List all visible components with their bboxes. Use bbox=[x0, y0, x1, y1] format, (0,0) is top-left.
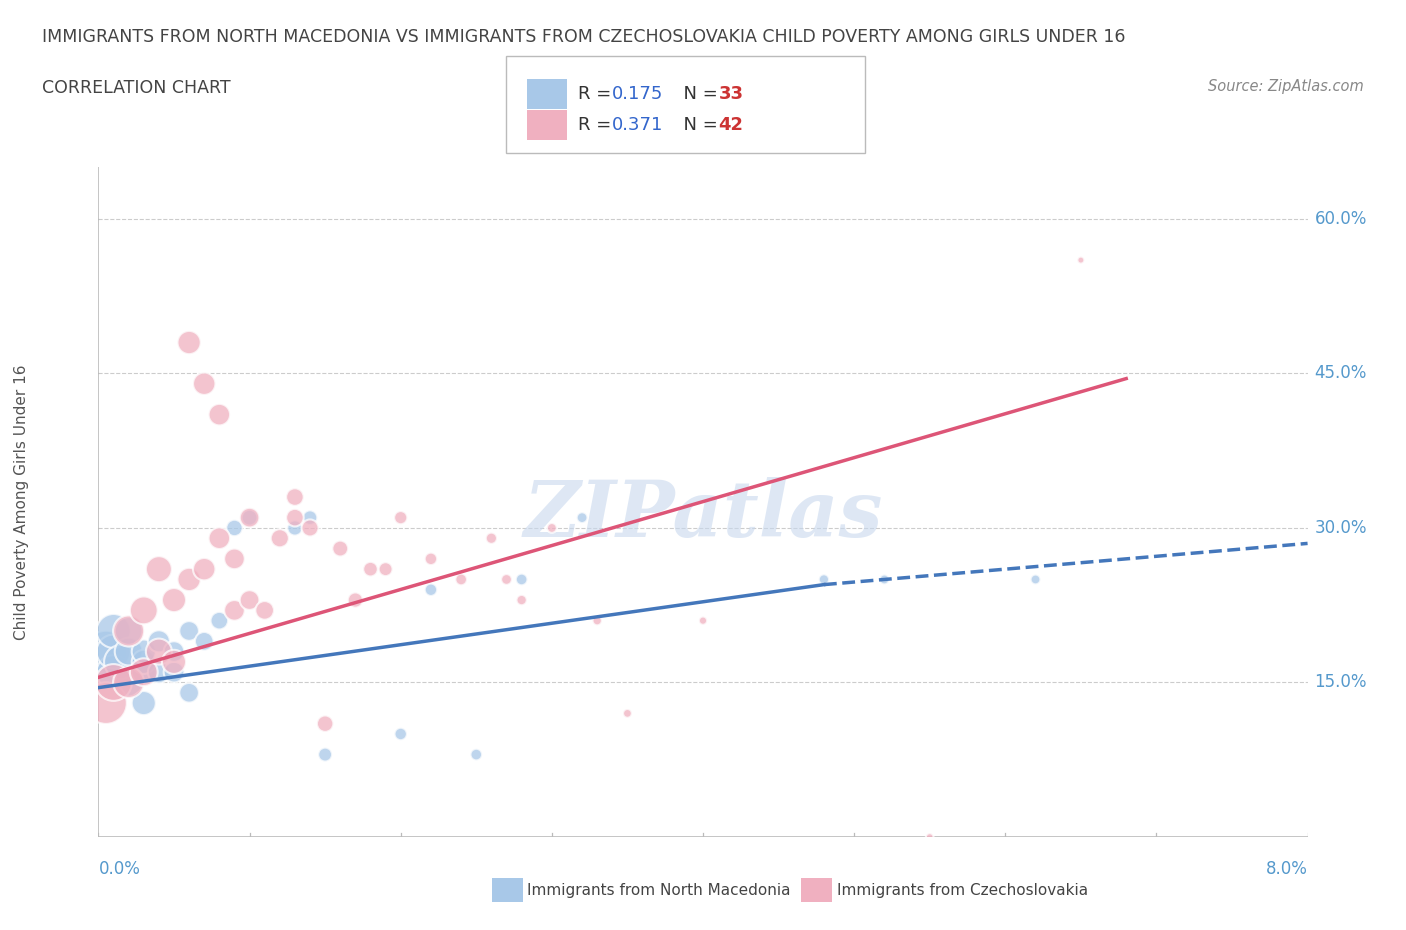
Point bbox=[344, 592, 367, 607]
Point bbox=[94, 644, 117, 659]
Point bbox=[284, 511, 307, 525]
Text: 45.0%: 45.0% bbox=[1315, 365, 1367, 382]
Point bbox=[284, 489, 307, 504]
Point bbox=[571, 511, 593, 525]
Point bbox=[284, 521, 307, 536]
Point bbox=[239, 511, 262, 525]
Point bbox=[148, 562, 170, 577]
Text: N =: N = bbox=[672, 116, 724, 134]
Point bbox=[118, 623, 141, 638]
Point bbox=[1024, 572, 1046, 587]
Point bbox=[1070, 253, 1092, 268]
Point bbox=[495, 572, 517, 587]
Point bbox=[253, 603, 276, 618]
Point bbox=[163, 665, 186, 680]
Point bbox=[118, 623, 141, 638]
Point bbox=[118, 675, 141, 690]
Text: 30.0%: 30.0% bbox=[1315, 519, 1367, 537]
Text: CORRELATION CHART: CORRELATION CHART bbox=[42, 79, 231, 97]
Point bbox=[103, 665, 125, 680]
Point bbox=[389, 511, 412, 525]
Point bbox=[208, 613, 231, 628]
Point bbox=[224, 603, 246, 618]
Text: Immigrants from Czechoslovakia: Immigrants from Czechoslovakia bbox=[837, 883, 1088, 897]
Point bbox=[299, 511, 322, 525]
Point bbox=[110, 655, 132, 670]
Text: 33: 33 bbox=[718, 85, 744, 103]
Text: 0.175: 0.175 bbox=[612, 85, 664, 103]
Point bbox=[94, 696, 117, 711]
Point bbox=[103, 623, 125, 638]
Text: 0.0%: 0.0% bbox=[98, 860, 141, 878]
Point bbox=[329, 541, 352, 556]
Point bbox=[193, 562, 215, 577]
Point bbox=[118, 675, 141, 690]
Point bbox=[179, 623, 201, 638]
Point bbox=[419, 551, 441, 566]
Point bbox=[314, 747, 336, 762]
Text: IMMIGRANTS FROM NORTH MACEDONIA VS IMMIGRANTS FROM CZECHOSLOVAKIA CHILD POVERTY : IMMIGRANTS FROM NORTH MACEDONIA VS IMMIG… bbox=[42, 28, 1126, 46]
Point bbox=[163, 655, 186, 670]
Point bbox=[918, 830, 941, 844]
Point bbox=[148, 644, 170, 659]
Text: 60.0%: 60.0% bbox=[1315, 210, 1367, 228]
Point bbox=[179, 685, 201, 700]
Point bbox=[208, 407, 231, 422]
Point bbox=[148, 634, 170, 649]
Point bbox=[132, 665, 155, 680]
Point bbox=[132, 644, 155, 659]
Text: ZIPatlas: ZIPatlas bbox=[523, 477, 883, 554]
Point bbox=[510, 592, 533, 607]
Point bbox=[299, 521, 322, 536]
Point bbox=[193, 634, 215, 649]
Point bbox=[314, 716, 336, 731]
Text: 42: 42 bbox=[718, 116, 744, 134]
Point bbox=[163, 644, 186, 659]
Point bbox=[540, 521, 562, 536]
Point bbox=[224, 521, 246, 536]
Point bbox=[118, 644, 141, 659]
Point bbox=[419, 582, 441, 597]
Point bbox=[208, 531, 231, 546]
Point bbox=[692, 613, 714, 628]
Point bbox=[103, 644, 125, 659]
Text: Source: ZipAtlas.com: Source: ZipAtlas.com bbox=[1208, 79, 1364, 94]
Point bbox=[148, 665, 170, 680]
Point bbox=[132, 655, 155, 670]
Point bbox=[239, 511, 262, 525]
Point bbox=[873, 572, 896, 587]
Text: Child Poverty Among Girls Under 16: Child Poverty Among Girls Under 16 bbox=[14, 365, 28, 640]
Point bbox=[132, 665, 155, 680]
Point bbox=[465, 747, 488, 762]
Point bbox=[193, 377, 215, 392]
Text: R =: R = bbox=[578, 85, 617, 103]
Point bbox=[132, 603, 155, 618]
Text: R =: R = bbox=[578, 116, 617, 134]
Point bbox=[813, 572, 835, 587]
Text: 0.371: 0.371 bbox=[612, 116, 664, 134]
Point bbox=[359, 562, 381, 577]
Text: Immigrants from North Macedonia: Immigrants from North Macedonia bbox=[527, 883, 790, 897]
Point bbox=[239, 592, 262, 607]
Point bbox=[179, 335, 201, 350]
Point bbox=[269, 531, 291, 546]
Point bbox=[374, 562, 396, 577]
Point bbox=[132, 696, 155, 711]
Point bbox=[103, 675, 125, 690]
Point bbox=[224, 551, 246, 566]
Point bbox=[389, 726, 412, 741]
Text: 15.0%: 15.0% bbox=[1315, 673, 1367, 692]
Point bbox=[163, 592, 186, 607]
Text: N =: N = bbox=[672, 85, 724, 103]
Text: 8.0%: 8.0% bbox=[1265, 860, 1308, 878]
Point bbox=[479, 531, 503, 546]
Point bbox=[616, 706, 638, 721]
Point bbox=[586, 613, 609, 628]
Point bbox=[179, 572, 201, 587]
Point bbox=[510, 572, 533, 587]
Point bbox=[450, 572, 472, 587]
